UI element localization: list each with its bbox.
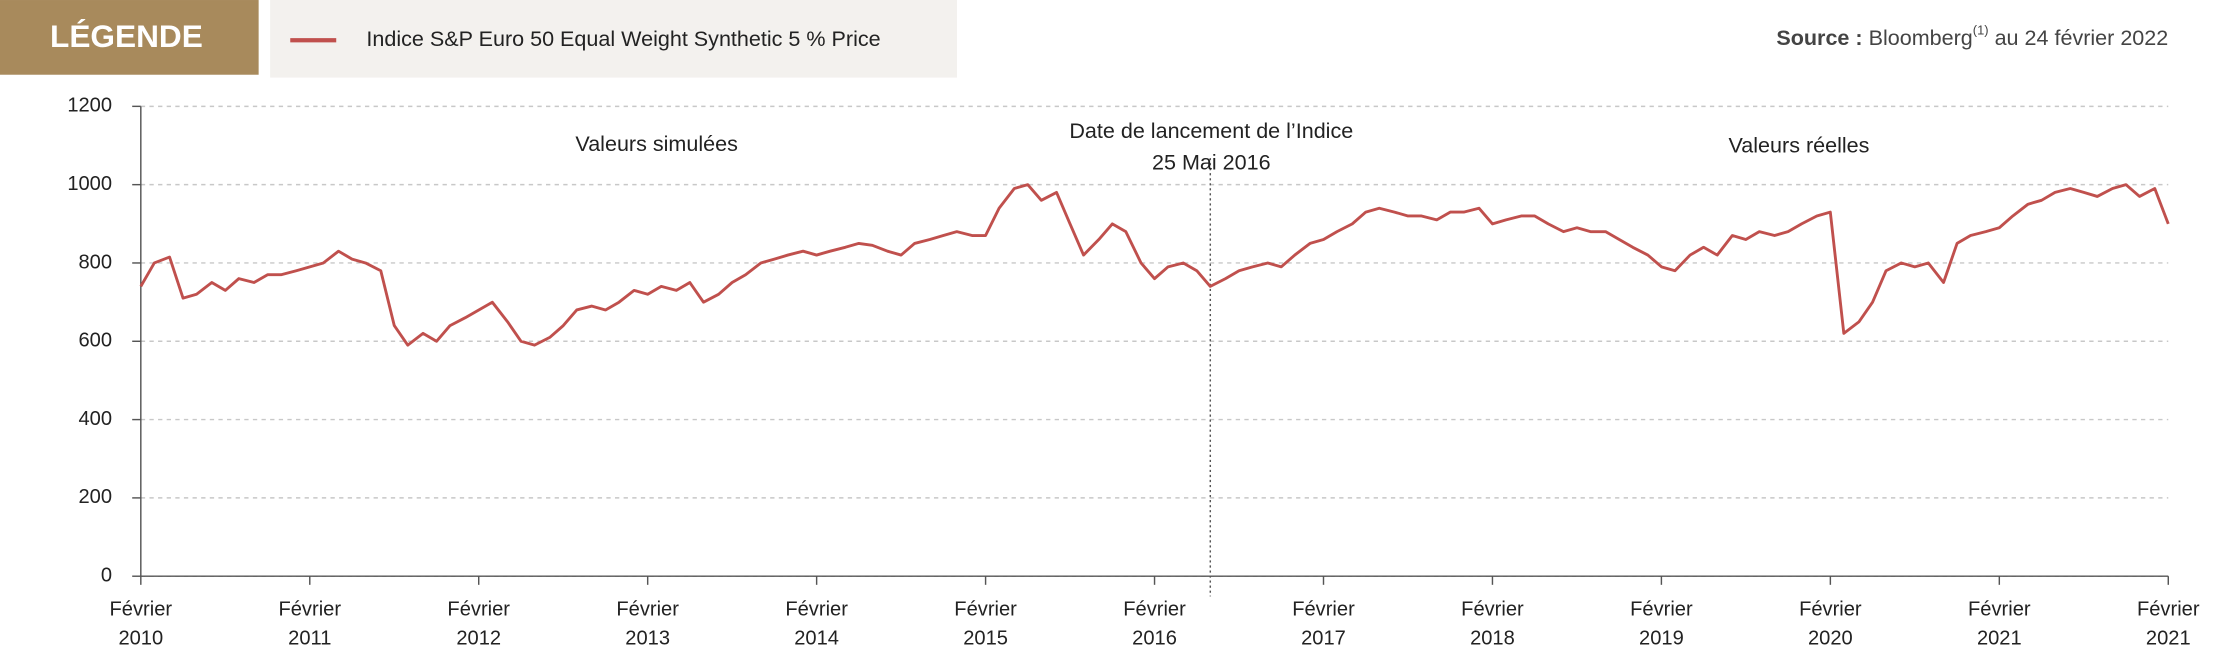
- x-tick-label: Février 2017: [1292, 599, 1355, 650]
- source-text: Bloomberg: [1869, 24, 1973, 49]
- x-tick-label: Février 2020: [1799, 599, 1862, 650]
- legend-box: [270, 0, 957, 78]
- x-tick-label-line: 2018: [1470, 628, 1515, 650]
- x-tick-label: Février 2012: [447, 599, 510, 650]
- x-tick-label-line: Février: [1461, 599, 1524, 621]
- x-tick-label-line: 2010: [118, 628, 163, 650]
- x-tick-label-line: Février: [616, 599, 679, 621]
- x-tick-label-line: 2011: [288, 628, 331, 650]
- x-tick-label: Février 2013: [616, 599, 679, 650]
- y-tick-label: 0: [101, 565, 112, 587]
- x-tick-label: Février 2011: [278, 599, 341, 650]
- x-tick-label-line: Février: [1292, 599, 1355, 621]
- x-tick-label-line: Février: [1968, 599, 2031, 621]
- x-tick-label-line: 2015: [963, 628, 1008, 650]
- x-tick-label: Février 2021: [1968, 599, 2031, 650]
- source-rest: au 24 février 2022: [1989, 24, 2169, 49]
- annotation: Valeurs simulées: [575, 131, 737, 156]
- x-tick-label-line: 2016: [1132, 628, 1177, 650]
- y-tick-label: 800: [79, 251, 113, 273]
- annotation: Valeurs réelles: [1729, 132, 1870, 157]
- legend-header-box: [0, 0, 259, 75]
- y-tick-label: 200: [79, 486, 113, 508]
- x-tick-label: Février 2018: [1461, 599, 1524, 650]
- x-tick-label-line: Février: [1799, 599, 1862, 621]
- x-tick-label-line: 2019: [1639, 628, 1684, 650]
- x-tick-label-line: 2013: [625, 628, 670, 650]
- x-tick-label-line: 2021: [1977, 628, 2022, 650]
- x-tick-label: Février 2021: [2137, 599, 2200, 650]
- x-tick-label-line: Février: [447, 599, 510, 621]
- x-tick-label-line: Février: [1123, 599, 1186, 621]
- x-tick-label-line: Février: [785, 599, 848, 621]
- annotation: 25 Mai 2016: [1152, 150, 1271, 175]
- x-tick-label-line: Février: [110, 599, 173, 621]
- x-tick-label-line: Février: [1630, 599, 1693, 621]
- y-tick-label: 1000: [67, 173, 112, 195]
- legend-header: LÉGENDE: [50, 18, 203, 54]
- x-tick-label: Février 2010: [110, 599, 173, 650]
- y-tick-label: 600: [79, 330, 113, 352]
- x-tick-label-line: 2020: [1808, 628, 1853, 650]
- x-tick-label: Février 2016: [1123, 599, 1186, 650]
- series-line: [139, 183, 2170, 347]
- source-label: Source :: [1776, 24, 1862, 49]
- x-tick-label: Février 2015: [954, 599, 1017, 650]
- source: Source : Bloomberg(1) au 24 février 2022: [1776, 23, 2168, 49]
- legend-label: Indice S&P Euro 50 Equal Weight Syntheti…: [366, 26, 880, 51]
- x-tick-label: Février 2019: [1630, 599, 1693, 650]
- x-tick-label-line: 2012: [456, 628, 501, 650]
- x-tick-label-line: Février: [278, 599, 341, 621]
- x-tick-label-line: Février: [2137, 599, 2200, 621]
- x-tick-label: Février 2014: [785, 599, 848, 650]
- x-tick-label-line: 2021: [2146, 628, 2191, 650]
- source-sup: (1): [1973, 23, 1989, 38]
- annotation: Date de lancement de l’Indice: [1069, 118, 1353, 143]
- y-tick-label: 400: [79, 408, 113, 430]
- y-tick-label: 1200: [67, 95, 112, 117]
- x-tick-label-line: Février: [954, 599, 1017, 621]
- x-tick-label-line: 2014: [794, 628, 839, 650]
- x-tick-label-line: 2017: [1301, 628, 1346, 650]
